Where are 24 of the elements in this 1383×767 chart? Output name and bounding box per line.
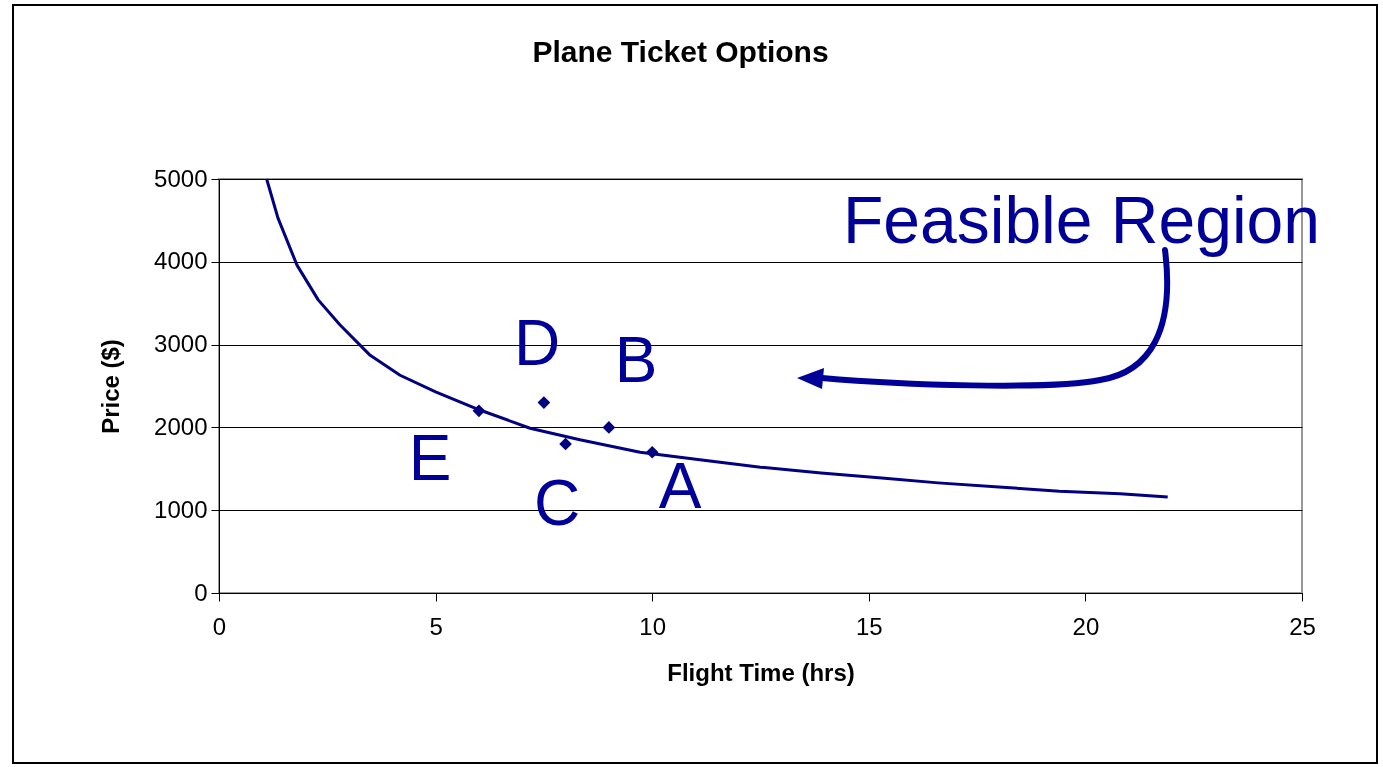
y-tick-label: 1000 — [154, 495, 208, 523]
y-tick-label: 0 — [194, 578, 208, 606]
x-axis-title: Flight Time (hrs) — [667, 658, 855, 686]
annotation: E — [408, 422, 452, 494]
chart-title: Plane Ticket Options — [532, 35, 829, 68]
annotation: A — [658, 450, 702, 522]
point — [645, 445, 659, 459]
x-tick-label: 5 — [429, 612, 443, 640]
annotation: Feasible Region — [843, 183, 1320, 257]
y-tick-label: 4000 — [154, 247, 208, 275]
point — [559, 437, 572, 451]
x-tick-label: 20 — [1072, 612, 1100, 640]
y-tick-label: 2000 — [154, 412, 208, 440]
point — [602, 421, 616, 434]
point — [472, 404, 486, 418]
y-tick-label: 5000 — [154, 164, 208, 192]
x-tick-label: 15 — [855, 612, 883, 640]
x-tick-label: 25 — [1289, 612, 1316, 640]
y-tick-label: 3000 — [154, 330, 208, 358]
point — [537, 396, 551, 409]
x-tick-label: 10 — [639, 612, 667, 640]
x-tick-label: 0 — [212, 612, 227, 640]
y-axis-title: Price ($) — [97, 339, 125, 434]
annotation: B — [614, 324, 658, 396]
